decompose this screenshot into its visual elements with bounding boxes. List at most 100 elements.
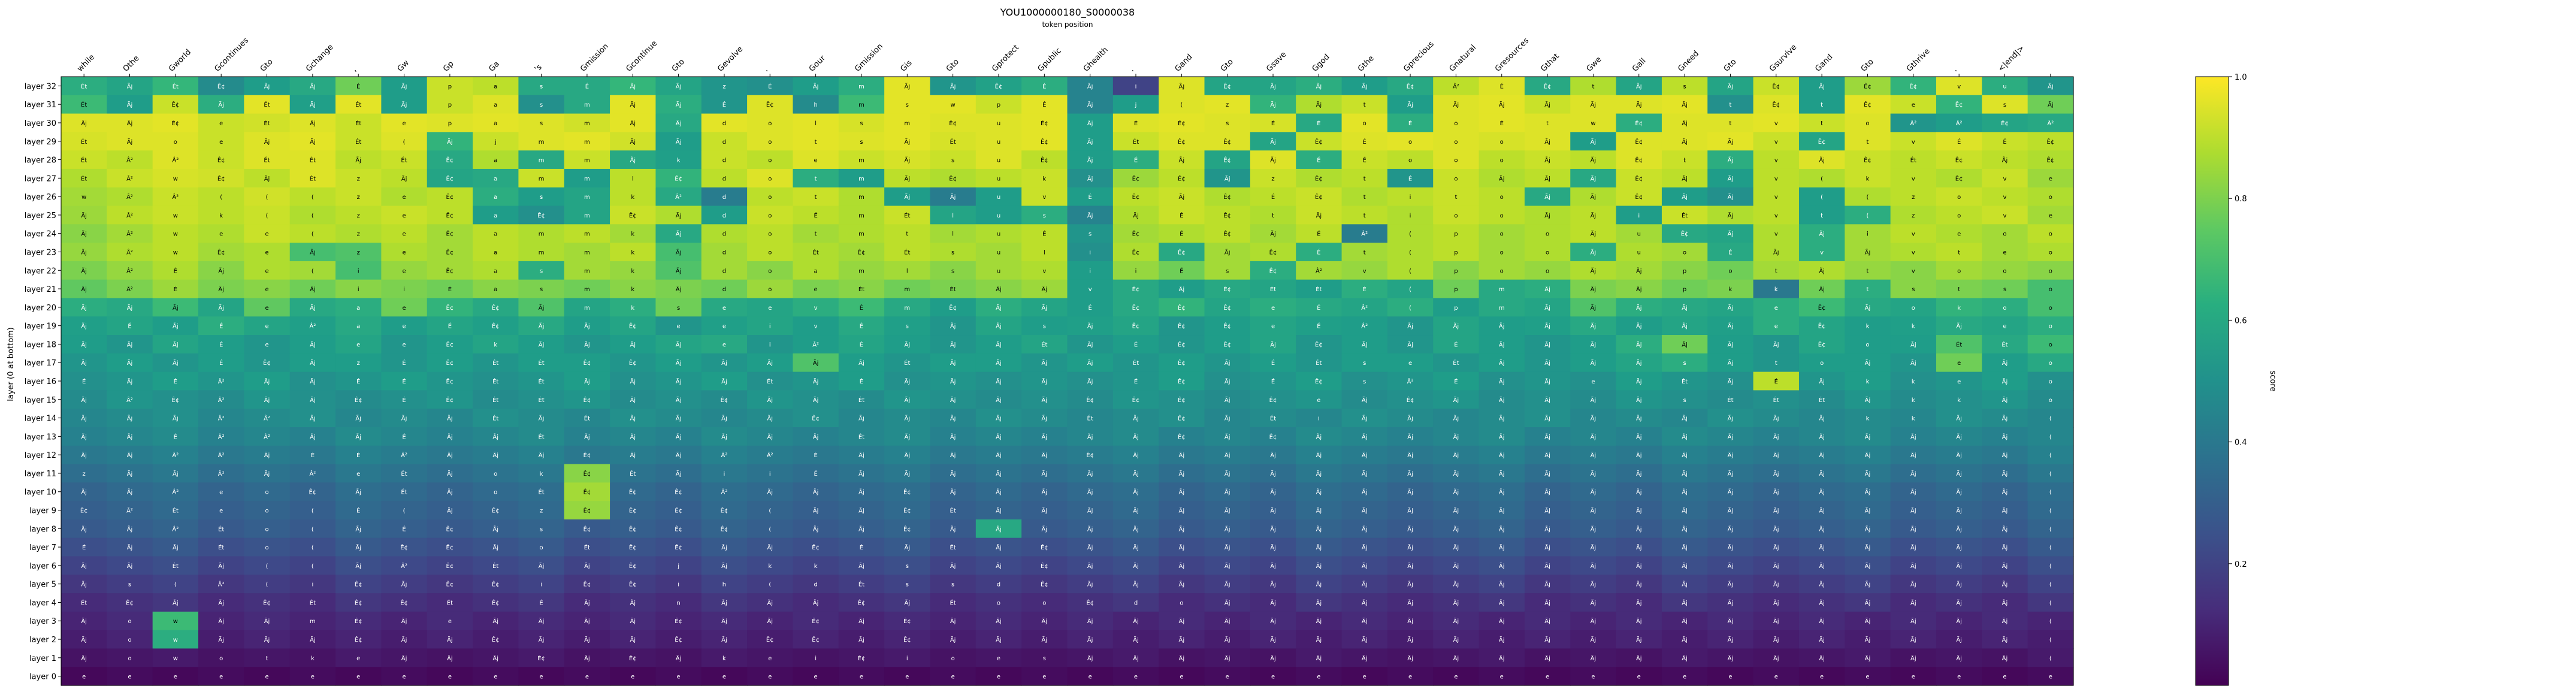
cell-label: e <box>768 305 772 312</box>
heatmap-cell <box>1707 224 1754 243</box>
heatmap-cell <box>1936 575 1982 594</box>
heatmap-cell <box>61 261 107 280</box>
heatmap-cell <box>152 427 199 446</box>
heatmap-cell <box>1112 464 1159 483</box>
heatmap-cell <box>289 445 336 465</box>
cell-label: Ãj <box>1591 488 1597 496</box>
cell-label: Ê¢ <box>1178 377 1186 385</box>
heatmap-cell <box>1296 150 1343 170</box>
heatmap-cell <box>1936 353 1982 373</box>
heatmap-cell <box>1021 150 1068 170</box>
cell-label: Ê¢ <box>1178 248 1186 256</box>
cell-label: Ãj <box>1910 507 1916 515</box>
cell-label: m <box>584 231 590 238</box>
cell-label: e <box>1912 102 1915 108</box>
x-tick-label: Gmission <box>579 42 610 74</box>
cell-label: Ãj <box>1591 599 1597 606</box>
cell-label: Ãj <box>1499 396 1505 404</box>
cell-label: Â² <box>1361 230 1368 238</box>
heatmap-cell <box>701 168 748 188</box>
cell-label: Ãj <box>1224 451 1230 459</box>
heatmap-cell <box>1204 168 1251 188</box>
cell-label: Ãj <box>1270 617 1276 625</box>
heatmap-cell <box>1845 519 1891 539</box>
heatmap-cell <box>1798 224 1845 243</box>
heatmap-cell <box>564 464 610 483</box>
cell-label: Ê¢ <box>355 581 362 588</box>
cell-label: Ãj <box>2048 101 2054 108</box>
heatmap-cell <box>1570 187 1617 207</box>
cell-label: Â² <box>126 193 133 201</box>
cell-label: É <box>1408 174 1412 182</box>
heatmap-cell <box>381 501 428 520</box>
cell-label: ( <box>266 213 268 219</box>
cell-label: o <box>768 158 772 164</box>
heatmap-cell <box>1112 575 1159 594</box>
cell-label: Ãj <box>355 562 361 570</box>
heatmap-cell <box>1890 316 1937 336</box>
heatmap-cell <box>244 279 291 299</box>
cell-label: Ãj <box>218 267 224 274</box>
heatmap-cell <box>335 187 382 207</box>
cell-label: Â² <box>126 267 133 274</box>
heatmap-cell <box>1112 501 1159 520</box>
cell-label: Ãj <box>630 82 636 90</box>
cell-label: Ãj <box>676 470 682 478</box>
heatmap-cell <box>1524 77 1571 96</box>
heatmap-cell <box>61 464 107 483</box>
heatmap-cell <box>1159 482 1205 501</box>
cell-label: Â² <box>172 156 179 164</box>
heatmap-cell <box>884 371 931 391</box>
cell-label: Ãj <box>1865 543 1871 551</box>
cell-label: Ê¢ <box>629 359 637 367</box>
cell-label: Ét <box>1682 377 1688 385</box>
heatmap-cell <box>1570 648 1617 667</box>
cell-label: ( <box>2049 434 2052 440</box>
heatmap-cell <box>518 445 565 465</box>
cell-label: Ãj <box>310 359 316 367</box>
cell-label: m <box>858 102 864 108</box>
heatmap-cell <box>564 556 610 575</box>
heatmap-cell <box>1204 537 1251 557</box>
cell-label: Ãj <box>1682 101 1688 108</box>
heatmap-cell <box>289 593 336 612</box>
cell-label: Ãj <box>1270 654 1276 662</box>
cell-label: Â² <box>126 174 133 182</box>
heatmap-cell <box>198 279 244 299</box>
heatmap-cell <box>701 316 748 336</box>
heatmap-cell <box>1707 575 1754 594</box>
heatmap-cell <box>244 316 291 336</box>
cell-label: h <box>814 102 817 108</box>
heatmap-cell <box>564 648 610 667</box>
cell-label: Ãj <box>1682 543 1688 551</box>
cell-label: Ãj <box>1499 377 1505 385</box>
cell-label: Ê¢ <box>629 322 637 330</box>
cell-label: Ãj <box>127 525 133 533</box>
cell-label: Ãj <box>1591 433 1597 440</box>
cell-label: e <box>997 655 1000 662</box>
cell-label: o <box>1957 213 1961 219</box>
heatmap-cell <box>198 464 244 483</box>
heatmap-cell <box>107 316 153 336</box>
cell-label: É <box>174 267 177 274</box>
cell-label: Ãj <box>1224 507 1230 515</box>
cell-label: e <box>219 674 223 681</box>
heatmap-cell <box>1798 316 1845 336</box>
heatmap-cell <box>1890 593 1937 612</box>
heatmap-cell <box>1159 298 1205 317</box>
cell-label: Ãj <box>2002 396 2008 404</box>
cell-label: Ãj <box>1499 654 1505 662</box>
heatmap-cell <box>884 113 931 132</box>
heatmap-cell <box>1982 427 2028 446</box>
heatmap-cell <box>793 611 839 631</box>
cell-label: Ét <box>401 156 407 164</box>
heatmap-cell <box>1524 630 1571 649</box>
heatmap-cell <box>655 316 702 336</box>
heatmap-cell <box>1798 371 1845 391</box>
x-tick-label: Gsave <box>1265 50 1288 74</box>
cell-label: m <box>858 176 864 182</box>
heatmap-cell <box>2027 482 2074 501</box>
cell-label: a <box>494 213 497 219</box>
cell-label: t <box>1455 194 1457 201</box>
cell-label: Ãj <box>1819 230 1825 238</box>
